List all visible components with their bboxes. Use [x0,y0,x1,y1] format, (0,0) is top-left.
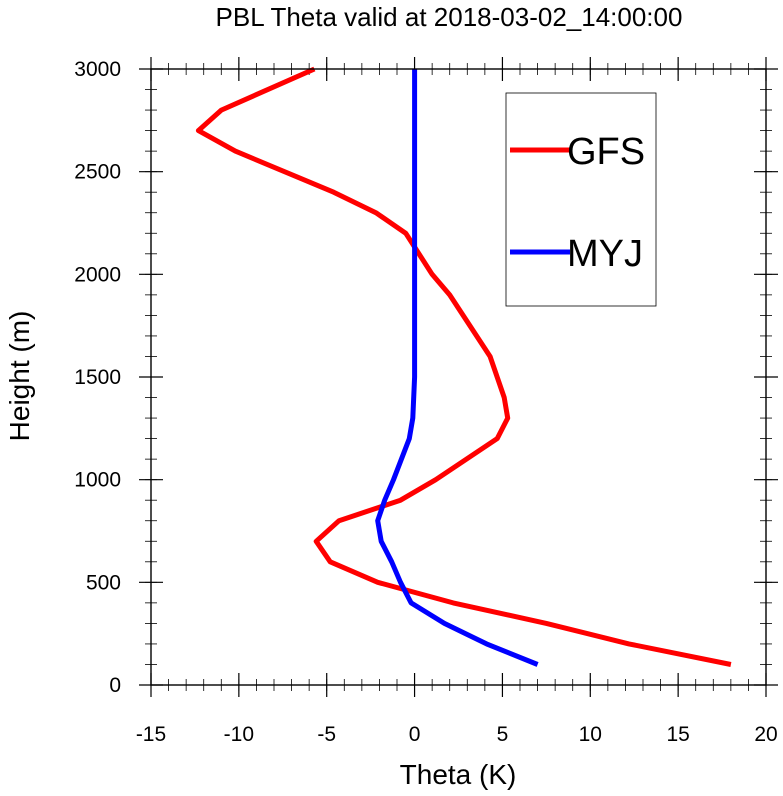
x-tick-label: 15 [666,723,689,746]
y-tick-label: 0 [109,674,121,697]
y-tick-label: 1000 [74,469,121,492]
minor-ticks [145,63,772,691]
y-tick-label: 1500 [74,366,121,389]
y-tick-label: 3000 [74,58,121,81]
legend-label-gfs: GFS [567,131,645,173]
x-tick-label: 10 [579,723,602,746]
x-axis-label: Theta (K) [400,759,517,790]
y-tick-label: 2500 [74,161,121,184]
x-tick-label: -5 [317,723,336,746]
y-tick-label: 2000 [74,263,121,286]
tick-labels: -15 -10 -5 0 5 10 15 20 0 500 1000 1500 2000 2500 3000 [74,58,777,746]
x-tick-label: 0 [409,723,421,746]
x-tick-label: 20 [754,723,777,746]
x-tick-label: -10 [224,723,254,746]
x-tick-label: 5 [497,723,509,746]
legend-label-myj: MYJ [567,233,643,275]
series-line-gfs [195,66,732,667]
series-line-myj [375,69,539,667]
x-tick-label: -15 [136,723,166,746]
y-axis-label: Height (m) [4,311,35,442]
plot-frame [150,68,767,686]
legend: GFS MYJ [505,92,657,307]
y-tick-label: 500 [86,571,121,594]
series-lines [195,66,732,667]
chart-title: PBL Theta valid at 2018-03-02_14:00:00 [216,2,683,32]
legend-box [505,92,657,307]
